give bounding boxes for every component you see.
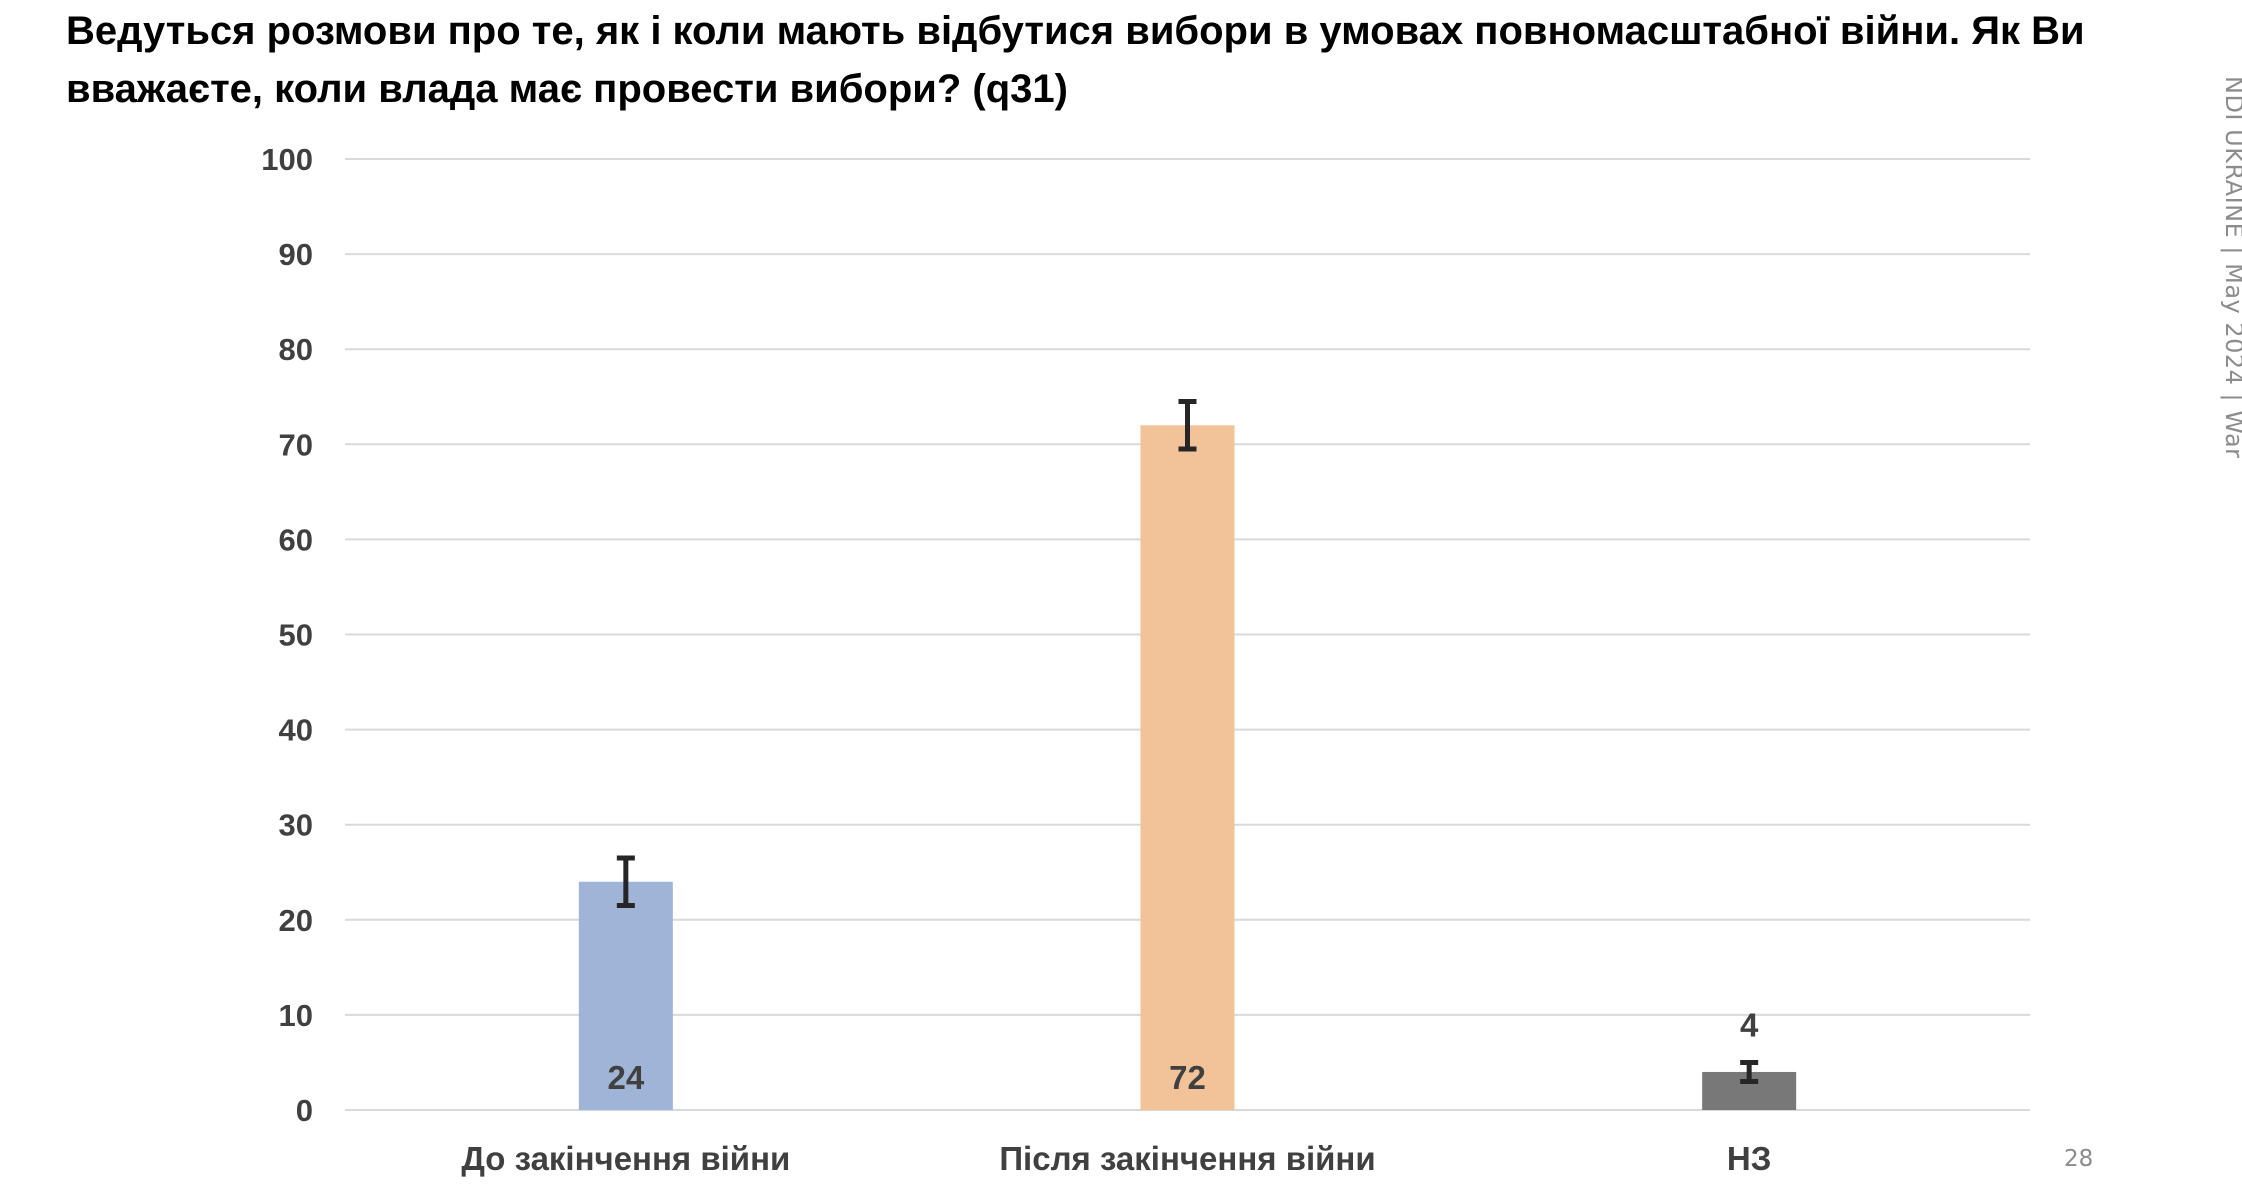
- error-bars: [616, 399, 1759, 1084]
- data-labels: 24 72 4: [607, 1006, 1759, 1096]
- y-tick-label: 100: [261, 142, 313, 177]
- y-axis-tick-labels: 0 10 20 30 40 50 60 70 80 90 100: [261, 142, 313, 1128]
- category-label: НЗ: [1727, 1140, 1772, 1177]
- x-axis-category-labels: До закінчення війни Після закінчення війн…: [461, 1140, 1771, 1177]
- y-tick-label: 20: [279, 903, 313, 938]
- side-label: NDI UKRAINE | May 2024 | War: [2220, 76, 2242, 459]
- y-tick-label: 60: [279, 522, 313, 557]
- y-tick-label: 70: [279, 427, 313, 462]
- bar: [578, 881, 673, 1110]
- data-label: 24: [607, 1059, 644, 1096]
- y-tick-label: 80: [279, 332, 313, 367]
- category-label: Після закінчення війни: [999, 1140, 1375, 1177]
- bar: [1140, 425, 1235, 1110]
- category-label: До закінчення війни: [461, 1140, 790, 1177]
- bars: [578, 425, 1797, 1110]
- y-tick-label: 30: [279, 808, 313, 843]
- y-tick-label: 90: [279, 237, 313, 272]
- page-number: 28: [2064, 1146, 2094, 1172]
- y-tick-label: 0: [296, 1093, 313, 1128]
- chart-title: Ведуться розмови про те, як і коли мають…: [66, 9, 2085, 111]
- error-bar: [1740, 1059, 1759, 1084]
- y-tick-label: 10: [279, 998, 313, 1033]
- error-bar: [1178, 399, 1197, 452]
- error-bar: [616, 855, 635, 909]
- data-label: 4: [1740, 1006, 1759, 1043]
- data-label: 72: [1169, 1059, 1206, 1096]
- y-tick-label: 50: [279, 618, 313, 653]
- y-tick-label: 40: [279, 713, 313, 748]
